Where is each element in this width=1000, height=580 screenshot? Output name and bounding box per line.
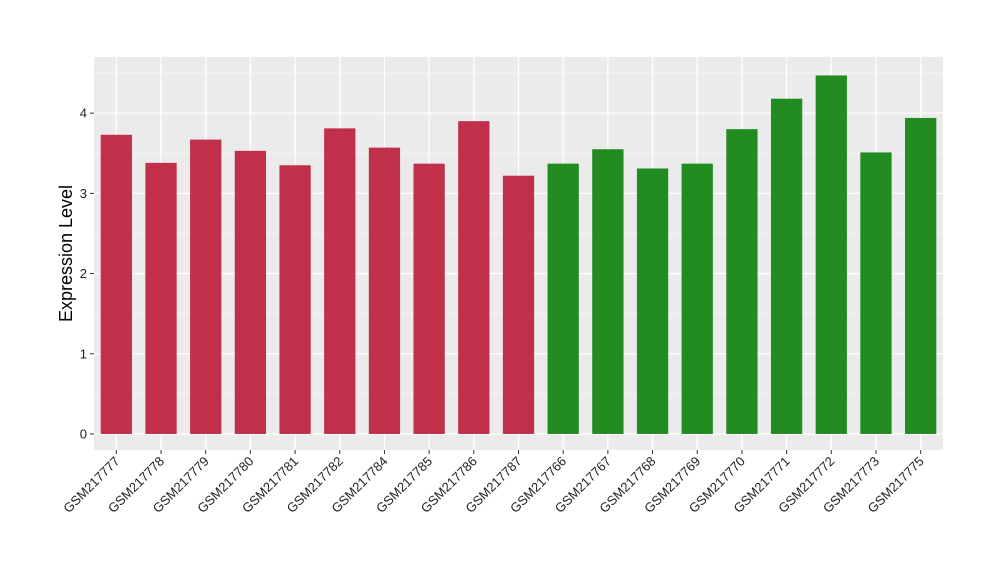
bar-GSM217779 [190, 139, 222, 434]
bar-GSM217773 [860, 152, 892, 434]
bar-GSM217770 [726, 129, 758, 434]
bar-GSM217781 [279, 165, 311, 434]
y-tick-label: 2 [80, 266, 87, 281]
bar-GSM217769 [681, 163, 713, 434]
bar-GSM217772 [815, 75, 847, 434]
bar-GSM217782 [324, 128, 356, 434]
y-tick-label: 4 [80, 106, 87, 121]
bar-GSM217780 [234, 150, 267, 434]
bar-GSM217775 [905, 117, 937, 434]
x-axis: GSM217777GSM217778GSM217779GSM217780GSM2… [60, 450, 927, 516]
bar-GSM217786 [458, 121, 490, 434]
bar-GSM217787 [502, 175, 535, 434]
bar-GSM217766 [547, 163, 579, 434]
y-tick-label: 0 [80, 426, 87, 441]
bars [100, 75, 937, 434]
y-axis-title: Expression Level [56, 185, 76, 322]
bar-GSM217768 [636, 168, 669, 434]
bar-GSM217771 [770, 98, 803, 434]
bar-GSM217767 [592, 149, 624, 434]
y-tick-label: 3 [80, 186, 87, 201]
y-tick-label: 1 [80, 346, 87, 361]
bar-GSM217785 [413, 163, 445, 434]
bar-GSM217778 [145, 162, 177, 434]
bar-GSM217777 [100, 134, 132, 434]
y-axis: 0 1 2 3 4 [80, 106, 94, 441]
bar-GSM217784 [368, 147, 401, 434]
